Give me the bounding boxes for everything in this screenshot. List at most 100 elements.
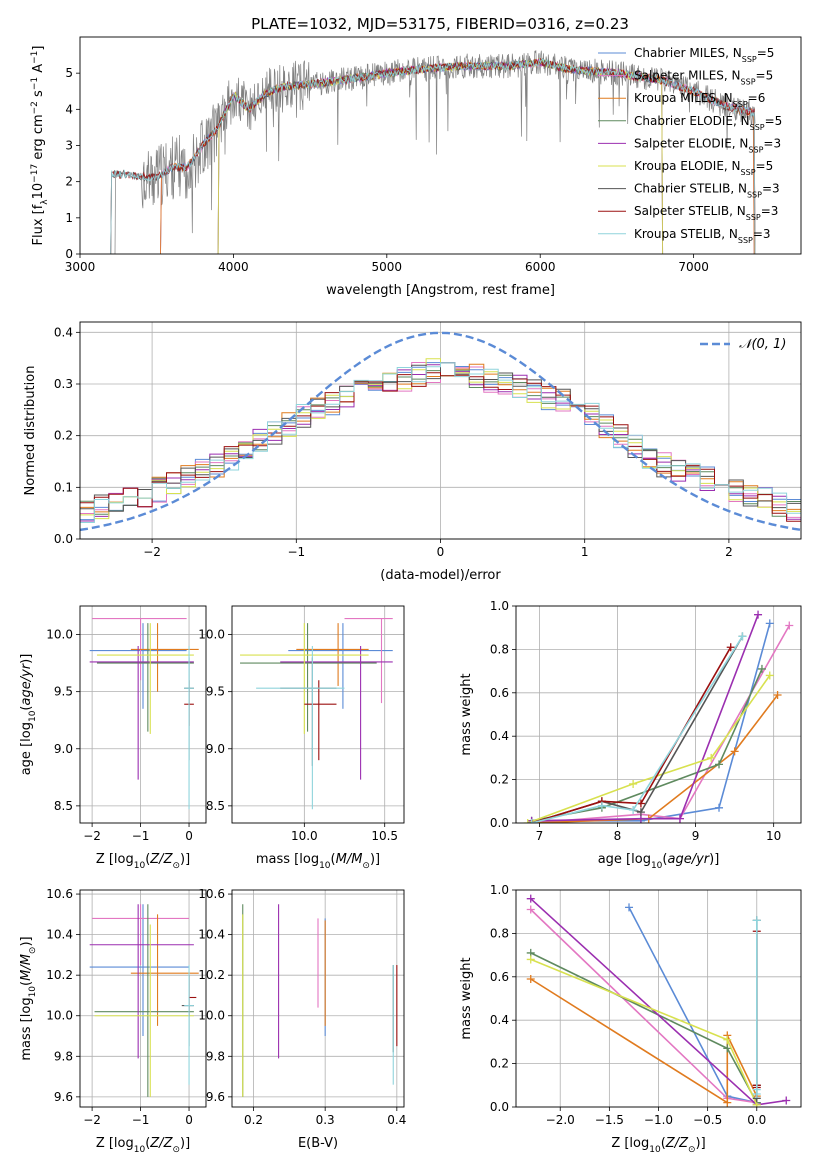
x-axis-label-part: Z [log	[96, 852, 134, 867]
errorbar-chabrier-elodie	[94, 904, 194, 1097]
y-tick-label: 9.8	[54, 1049, 73, 1063]
y-axis-label: mass [log10(M/M⊙)]	[19, 936, 38, 1060]
y-axis-label-part: λ	[40, 199, 50, 205]
x-tick-label: −2	[83, 1113, 101, 1127]
legend-text: Kroupa ELODIE, N	[634, 159, 741, 173]
x-tick-label: 3000	[65, 260, 96, 274]
data-point	[636, 808, 645, 817]
data-point	[738, 632, 747, 641]
data-point	[773, 690, 782, 699]
x-axis-label-part: 10	[134, 861, 146, 871]
x-axis-label-part: Z [log	[611, 1136, 649, 1151]
x-axis-label-part: (	[145, 1136, 150, 1151]
axes-frame	[515, 605, 802, 824]
model-chabrier-stelib	[110, 59, 756, 254]
x-axis-label-part: E(B-V)	[298, 1136, 338, 1151]
legend-text: Salpeter ELODIE, N	[634, 136, 748, 150]
age-vs-Z-axes: −2 −1 0 8.5 9.0 9.5 10.0	[46, 606, 206, 843]
y-tick-label: 10.4	[46, 928, 73, 942]
x-axis-label-part: age/yr	[667, 852, 710, 867]
errorbar-kroupa-stelib	[256, 645, 345, 810]
x-axis-label-part: ⊙	[688, 1145, 696, 1155]
mass-vs-EBV-axes: 0.2 0.3 0.4 9.6 9.8 10.0 10.2 10.4 10.6	[198, 887, 406, 1127]
x-axis-label-part: (	[331, 852, 336, 867]
x-tick-label: 6000	[525, 260, 556, 274]
data-point	[715, 803, 724, 812]
mass-weight-vs-age-axes: 7 8 9 10 0.0 0.2 0.4 0.6 0.8 1.0	[490, 599, 801, 843]
spectrum-axes: 3000 4000 5000 6000 7000 0 1 2 3 4 5	[65, 66, 709, 274]
y-tick-label: 0.0	[490, 1100, 509, 1114]
age-vs-Z-points	[89, 618, 199, 810]
series-salpeter-stelib	[527, 643, 735, 823]
errorbar-kroupa-miles	[130, 623, 199, 692]
errorbar-salpeter-elodie	[280, 645, 393, 780]
x-tick-label: 0.0	[747, 1113, 766, 1127]
y-tick-label: 8.5	[206, 799, 225, 813]
x-tick-label: 7	[536, 829, 544, 843]
y-axis-label-part: M/M	[19, 954, 34, 981]
y-axis-label-part: Flux [f	[31, 204, 46, 245]
legend-count: =3	[763, 136, 781, 150]
x-tick-label: −2	[143, 545, 161, 559]
y-tick-label: 0.1	[54, 480, 73, 494]
legend-count: =5	[756, 69, 774, 83]
legend-entry: 𝒩(0, 1)	[739, 337, 786, 352]
normal-curve	[80, 331, 801, 532]
x-axis-label-part: )]	[180, 852, 190, 867]
y-axis-label-part: (	[19, 706, 34, 711]
y-tick-label: 0.6	[490, 970, 509, 984]
legend-entry: Salpeter MILES, NSSP=5	[634, 69, 773, 87]
x-tick-label: 0.4	[387, 1113, 406, 1127]
x-axis-label: Z [log10(Z/Z⊙)]	[611, 1136, 705, 1155]
data-point	[765, 671, 774, 680]
mass-weight-vs-age-series	[523, 610, 794, 823]
legend-count: =3	[761, 204, 779, 218]
axes-frame	[79, 321, 802, 540]
legend-entry: Kroupa MILES, NSSP=6	[634, 91, 765, 109]
series-line	[531, 694, 779, 823]
figure-title: PLATE=1032, MJD=53175, FIBERID=0316, z=0…	[251, 15, 629, 33]
axes-frame	[231, 605, 405, 824]
y-tick-label: 0.0	[490, 816, 509, 830]
errorbar-chabrier-elodie	[240, 623, 377, 732]
errorbar-kroupa-elodie	[94, 924, 194, 1097]
y-tick-label: 9.0	[54, 742, 73, 756]
x-axis-label: Z [log10(Z/Z⊙)]	[96, 1136, 190, 1155]
y-tick-label: 9.6	[54, 1090, 73, 1104]
y-tick-label: 9.0	[206, 742, 225, 756]
x-tick-label: −1	[287, 545, 305, 559]
y-axis-label-part: age/yr	[19, 662, 34, 705]
x-axis-label-part: Z/Z	[149, 852, 173, 867]
histograms	[80, 331, 801, 532]
x-tick-label: 4000	[218, 260, 249, 274]
y-tick-label: 4	[65, 102, 73, 116]
x-axis-label-part: )]	[180, 1136, 190, 1151]
series-kroupa-stelib	[527, 632, 747, 823]
data-point	[715, 760, 724, 769]
x-axis-label: E(B-V)	[298, 1136, 338, 1151]
errorbar-salpeter-elodie	[89, 904, 194, 1059]
x-tick-label: −1	[132, 829, 150, 843]
y-tick-label: 0.8	[490, 926, 509, 940]
y-axis-label-part: ⊙	[28, 947, 38, 955]
series-line	[530, 952, 758, 1104]
x-axis-label-part: 10	[319, 861, 331, 871]
x-axis-label-part: ⊙	[172, 1145, 180, 1155]
data-point	[527, 819, 536, 823]
mass-vs-Z-axes: −2 −1 0 9.6 9.8 10.0 10.2 10.4 10.6	[46, 887, 206, 1127]
y-tick-label: 10.0	[46, 628, 73, 642]
errorbar-salpeter-stelib	[304, 680, 337, 761]
errorbar-kroupa-elodie	[96, 623, 194, 734]
y-tick-label: 10.0	[46, 1009, 73, 1023]
x-tick-label: 0	[185, 829, 193, 843]
x-axis-label: wavelength [Angstrom, rest frame]	[326, 283, 555, 298]
y-tick-label: 0.8	[490, 642, 509, 656]
hist-salpeter-stelib	[80, 372, 801, 522]
x-axis-label-part: )]	[370, 852, 380, 867]
x-tick-label: −1.5	[595, 1113, 624, 1127]
spectrum-lines	[110, 50, 756, 254]
x-axis-label-part: (	[662, 852, 667, 867]
y-axis-label-part: )]	[19, 936, 34, 946]
data-point	[752, 1089, 761, 1098]
x-axis-label-part: 10	[649, 1145, 661, 1155]
